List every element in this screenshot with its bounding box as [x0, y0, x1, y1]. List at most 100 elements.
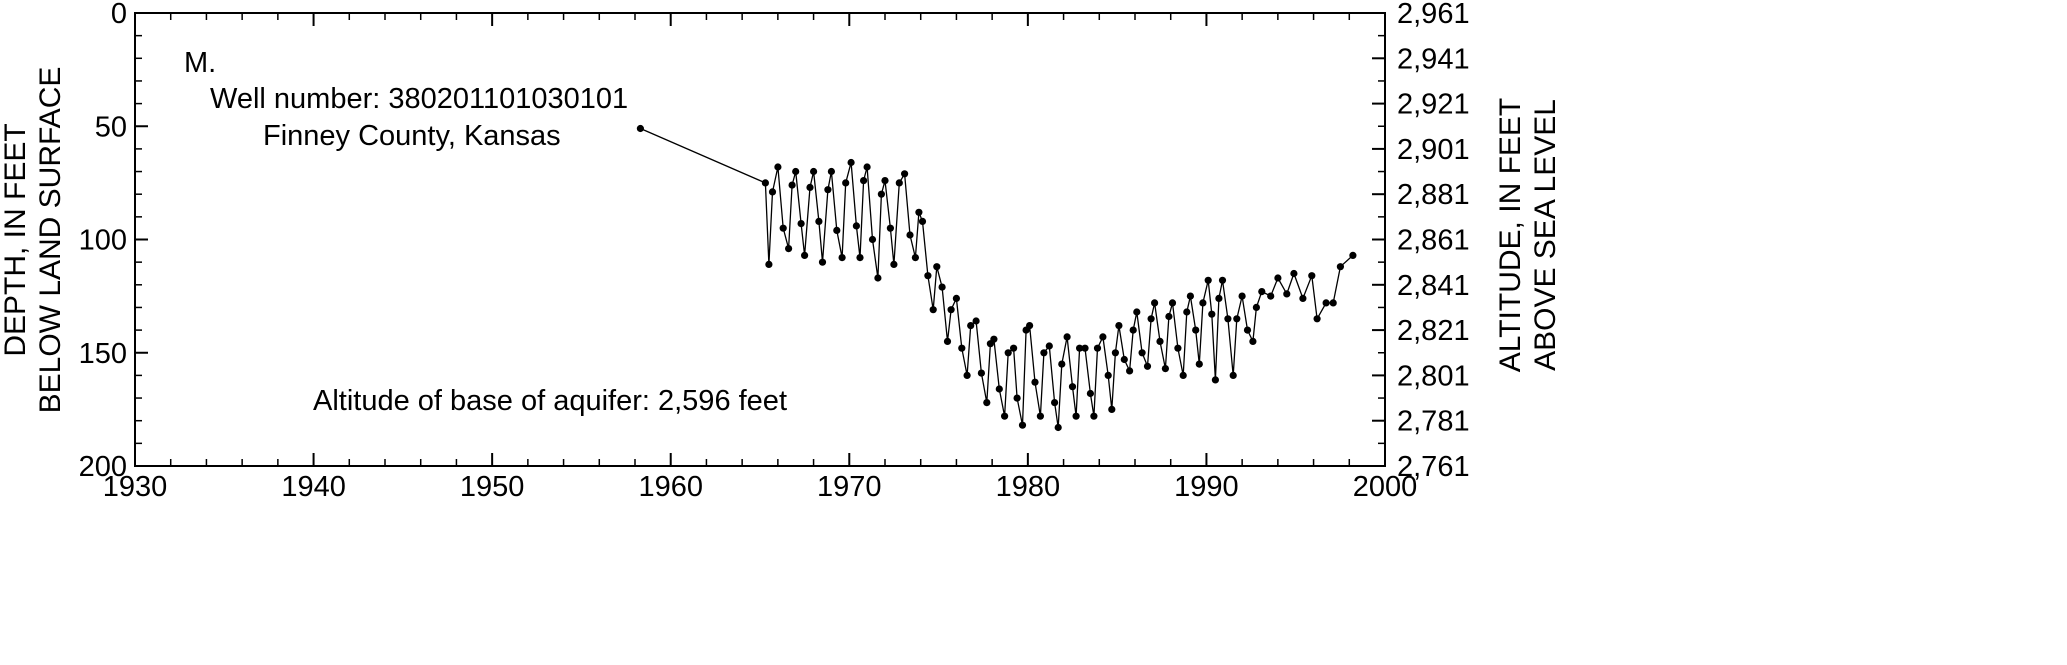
- data-point: [833, 226, 841, 234]
- data-point: [815, 217, 823, 225]
- data-point: [1068, 383, 1077, 391]
- data-point: [806, 183, 814, 191]
- data-point: [1192, 326, 1200, 334]
- data-point: [785, 245, 793, 253]
- axis-tick-labels: 1930 1940 1950 1960 1970 1980 1990 2000 0 50 100 15…: [79, 0, 1470, 503]
- data-point: [1133, 308, 1141, 316]
- data-point: [824, 186, 832, 194]
- data-point: [924, 272, 932, 280]
- right-axis-title-line1: ALTITUDE, IN FEET: [1494, 98, 1527, 372]
- data-point: [1051, 399, 1059, 407]
- y-right-tick-label: 2,901: [1397, 134, 1470, 166]
- data-point: [1138, 349, 1146, 357]
- data-point: [818, 258, 827, 266]
- left-axis-title-line2: BELOW LAND SURFACE: [34, 67, 67, 414]
- data-point: [1183, 308, 1191, 316]
- y-right-tick-label: 2,781: [1397, 406, 1470, 438]
- y-right-tick-label: 2,941: [1397, 43, 1470, 75]
- data-point: [863, 163, 871, 171]
- data-point: [881, 177, 889, 185]
- data-point: [1252, 303, 1260, 311]
- data-point: [990, 335, 998, 343]
- data-point: [1063, 333, 1071, 341]
- data-point: [1174, 344, 1182, 352]
- data-point: [1058, 360, 1066, 368]
- data-point: [1108, 405, 1116, 413]
- data-point: [761, 179, 770, 187]
- data-point: [972, 317, 980, 325]
- data-point: [779, 224, 787, 232]
- data-point: [895, 179, 903, 187]
- data-point: [1267, 292, 1275, 300]
- data-point: [1179, 371, 1187, 379]
- data-point: [943, 337, 952, 345]
- data-point: [1308, 272, 1316, 280]
- y-right-tick-label: 2,821: [1397, 315, 1470, 347]
- county-label: Finney County, Kansas: [263, 120, 561, 152]
- data-point: [1036, 412, 1044, 420]
- data-point: [890, 260, 898, 268]
- axis-ticks: [134, 12, 1386, 467]
- data-point: [874, 274, 882, 282]
- y-right-tick-label: 2,841: [1397, 270, 1470, 302]
- data-point: [792, 167, 800, 176]
- y-right-tick-label: 2,861: [1397, 225, 1470, 257]
- data-point: [929, 306, 937, 314]
- data-point: [947, 306, 955, 314]
- y-right-tick-label: 2,961: [1397, 0, 1470, 30]
- data-point: [1349, 251, 1357, 259]
- data-point: [636, 124, 645, 133]
- series-line: [640, 127, 1354, 428]
- water-level-series: [636, 124, 1357, 432]
- data-point: [1115, 322, 1123, 330]
- y-right-tick-label: 2,801: [1397, 360, 1470, 392]
- data-point: [963, 371, 971, 379]
- data-point: [933, 263, 941, 271]
- data-point: [1274, 274, 1282, 282]
- data-point: [827, 167, 836, 176]
- data-point: [1147, 315, 1155, 323]
- y-right-tick-label: 2,881: [1397, 179, 1470, 211]
- data-point: [1090, 412, 1098, 420]
- data-point: [1329, 299, 1337, 307]
- y-left-tick-label: 100: [79, 225, 127, 257]
- data-point: [860, 177, 868, 185]
- data-point: [1099, 333, 1107, 341]
- x-tick-label: 1940: [281, 471, 346, 503]
- data-point: [1143, 362, 1152, 370]
- data-point: [1336, 263, 1344, 271]
- data-point: [1045, 342, 1053, 350]
- data-point: [983, 399, 991, 407]
- data-point: [1204, 276, 1212, 284]
- y-left-tick-label: 150: [79, 338, 127, 370]
- data-point: [1208, 310, 1216, 318]
- x-tick-label: 1990: [1174, 471, 1239, 503]
- data-point: [1290, 269, 1298, 278]
- x-tick-label: 1930: [103, 471, 168, 503]
- data-point: [842, 179, 850, 187]
- data-point: [1299, 294, 1307, 302]
- data-point: [1086, 389, 1094, 398]
- data-point: [774, 163, 782, 171]
- data-point: [1040, 349, 1048, 357]
- data-point: [1186, 292, 1194, 300]
- data-point: [1111, 349, 1119, 357]
- panel-label: M.: [184, 47, 216, 79]
- data-point: [958, 344, 966, 352]
- x-tick-label: 1960: [638, 471, 703, 503]
- right-axis-title-line2: ABOVE SEA LEVEL: [1529, 99, 1562, 371]
- data-point: [847, 158, 855, 167]
- x-tick-label: 1950: [460, 471, 525, 503]
- data-point: [1233, 315, 1241, 323]
- data-point: [901, 170, 909, 178]
- data-point: [1151, 299, 1159, 307]
- data-point: [801, 251, 809, 259]
- data-point: [1093, 344, 1102, 352]
- data-point: [1283, 290, 1291, 298]
- aquifer-base-note: Altitude of base of aquifer: 2,596 feet: [313, 385, 787, 417]
- data-point: [918, 217, 927, 225]
- data-point: [810, 167, 818, 176]
- data-point: [1195, 360, 1203, 368]
- data-point: [856, 254, 864, 262]
